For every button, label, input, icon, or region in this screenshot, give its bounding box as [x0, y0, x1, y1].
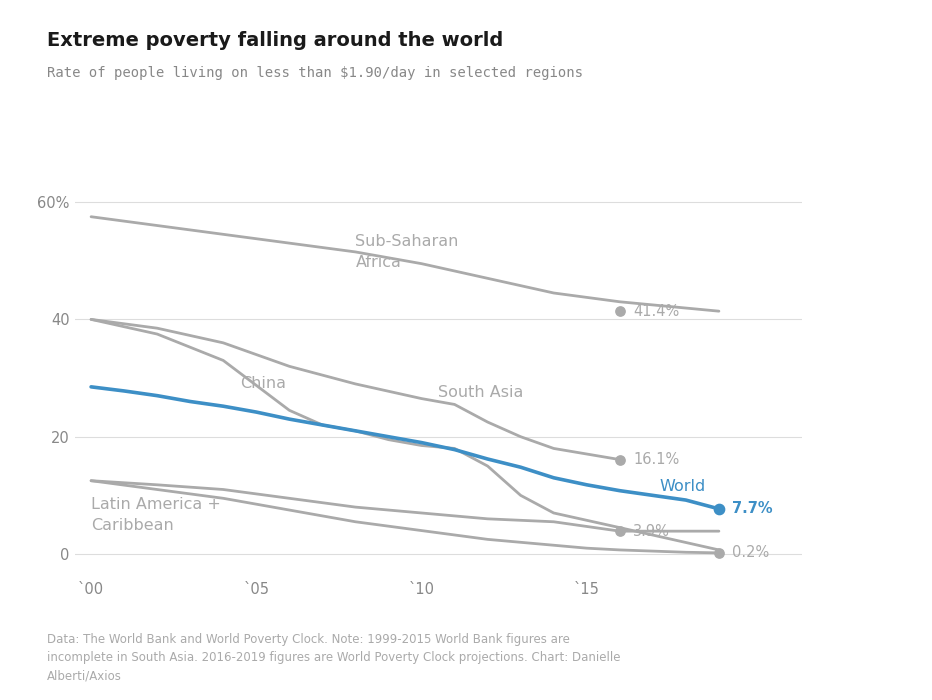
Text: 7.7%: 7.7% — [733, 501, 773, 517]
Point — [612, 454, 627, 466]
Text: Sub-Saharan
Africa: Sub-Saharan Africa — [355, 234, 459, 270]
Text: 0.2%: 0.2% — [733, 545, 770, 561]
Text: 3.9%: 3.9% — [633, 524, 670, 539]
Point — [612, 306, 627, 317]
Point — [612, 526, 627, 537]
Text: South Asia: South Asia — [438, 385, 524, 400]
Text: Extreme poverty falling around the world: Extreme poverty falling around the world — [47, 32, 503, 50]
Text: World: World — [660, 479, 706, 494]
Text: Rate of people living on less than $1.90/day in selected regions: Rate of people living on less than $1.90… — [47, 66, 582, 80]
Text: Data: The World Bank and World Poverty Clock. Note: 1999-2015 World Bank figures: Data: The World Bank and World Poverty C… — [47, 634, 620, 682]
Text: 41.4%: 41.4% — [633, 304, 679, 318]
Text: 16.1%: 16.1% — [633, 452, 679, 467]
Text: China: China — [240, 377, 286, 391]
Text: Latin America +
Caribbean: Latin America + Caribbean — [91, 496, 221, 533]
Point — [711, 503, 726, 514]
Point — [711, 547, 726, 559]
